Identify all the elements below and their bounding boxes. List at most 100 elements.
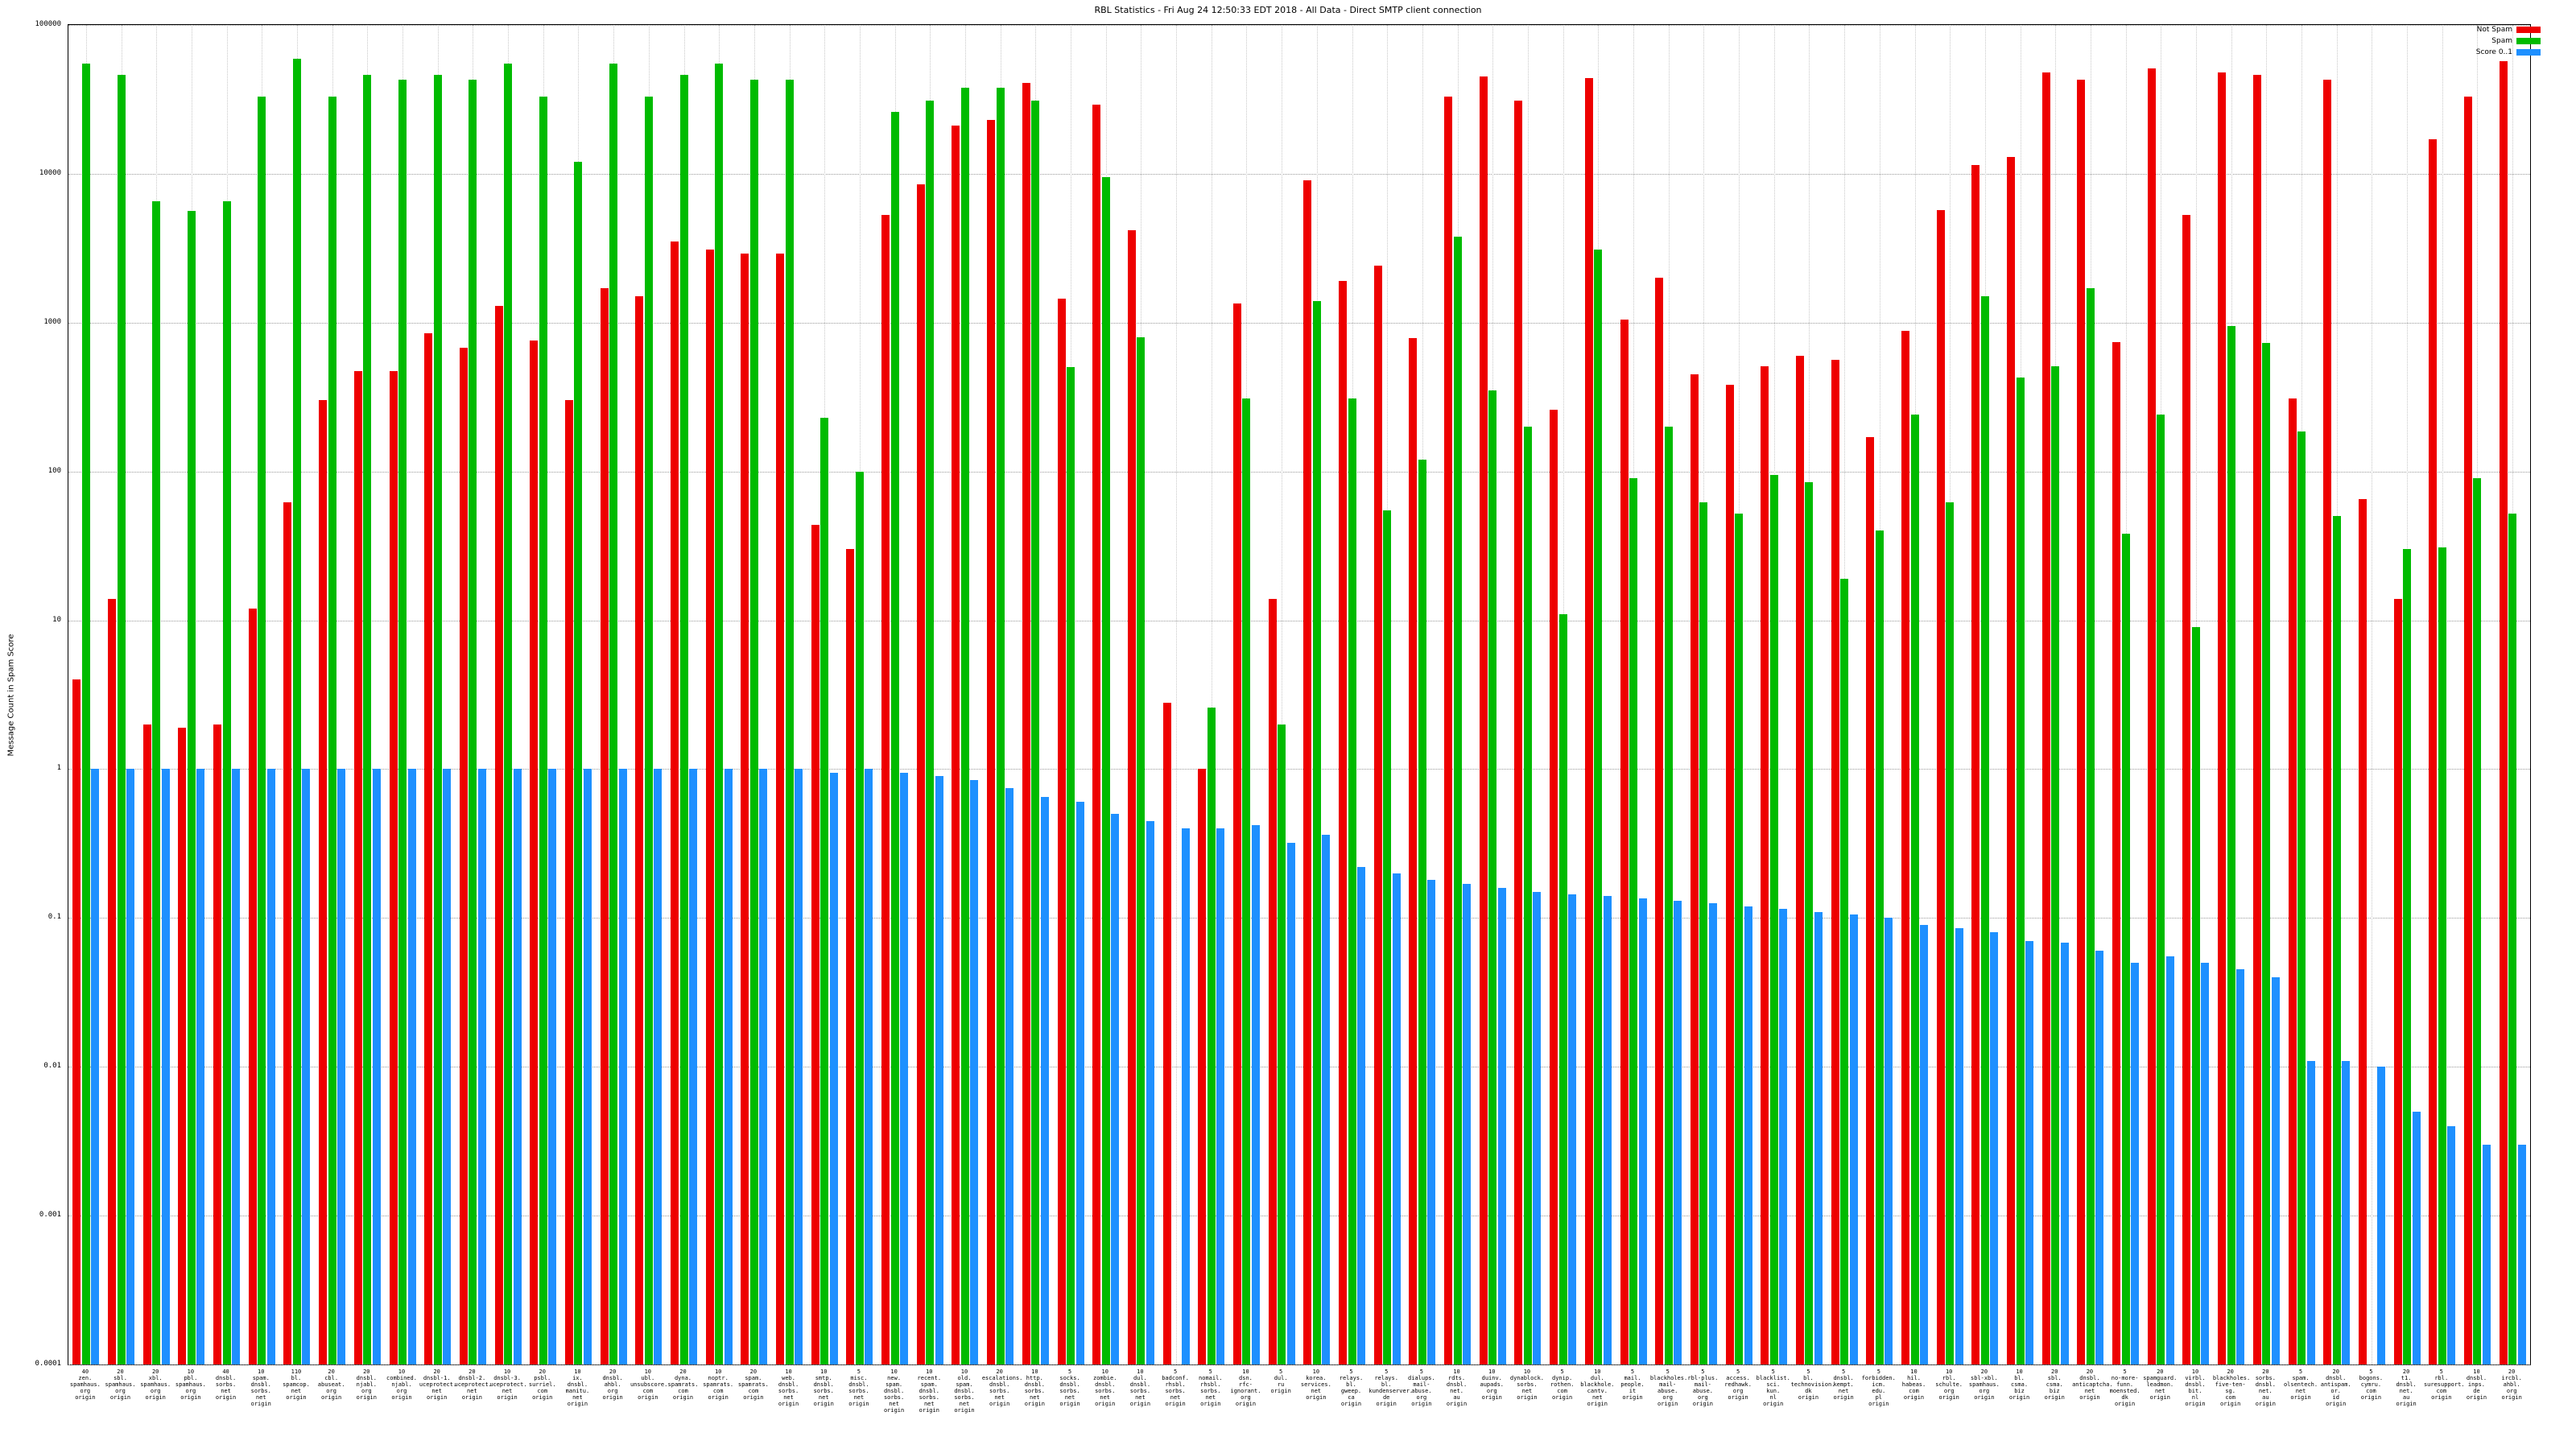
bar-score-0-1: [1463, 883, 1472, 1364]
bar-score-0-1: [91, 769, 100, 1364]
bar-not-spam: [2429, 139, 2438, 1364]
bar-not-spam: [2077, 79, 2086, 1364]
x-category-label: 5 bogons. cymru. com origin: [2359, 1368, 2384, 1401]
x-category-label: 5 bl. technovision. dk origin: [1790, 1368, 1835, 1401]
bar-score-0-1: [1040, 797, 1049, 1364]
bar-score-0-1: [161, 769, 170, 1364]
bar-spam: [1067, 367, 1075, 1364]
not-spam-color-swatch: [2516, 27, 2541, 33]
bar-not-spam: [2499, 61, 2508, 1364]
bar-score-0-1: [1075, 802, 1084, 1364]
x-category-label: 20 cbl. abuseat. org origin: [317, 1368, 345, 1401]
bar-score-0-1: [1849, 914, 1858, 1364]
bar-spam: [1207, 707, 1216, 1364]
bar-score-0-1: [2412, 1111, 2421, 1364]
bar-not-spam: [1232, 303, 1241, 1364]
bar-spam: [1523, 427, 1532, 1364]
bar-spam: [2157, 415, 2165, 1364]
bar-spam: [1946, 502, 1955, 1364]
x-category-label: 10 duinv. aupads. org origin: [1480, 1368, 1505, 1401]
bar-spam: [1137, 336, 1146, 1364]
bar-score-0-1: [1990, 932, 1999, 1364]
bar-spam: [152, 201, 161, 1364]
bar-not-spam: [1409, 337, 1418, 1364]
bar-score-0-1: [795, 769, 803, 1364]
bar-spam: [539, 97, 547, 1364]
bar-score-0-1: [1497, 887, 1506, 1364]
bar-not-spam: [1303, 180, 1312, 1364]
gridline-horizontal: [68, 1364, 2530, 1365]
bar-spam: [1805, 481, 1814, 1364]
bar-score-0-1: [2060, 943, 2069, 1364]
bar-not-spam: [776, 254, 785, 1364]
bar-not-spam: [811, 524, 819, 1364]
x-category-label: 20 escalations. dnsbl. sorbs. net origin: [981, 1368, 1023, 1407]
bar-spam: [1418, 460, 1426, 1364]
bar-score-0-1: [1111, 814, 1120, 1364]
x-category-label: 10 rdts. dnsbl. net. au origin: [1446, 1368, 1468, 1407]
x-category-label: 5 dul. ru origin: [1270, 1368, 1291, 1394]
bar-not-spam: [741, 254, 749, 1364]
x-category-label: 10 http. dnsbl. sorbs. net origin: [1024, 1368, 1045, 1407]
bar-not-spam: [2007, 156, 2016, 1364]
bar-score-0-1: [337, 769, 346, 1364]
legend-item-not-spam: Not Spam: [2476, 26, 2541, 34]
bar-spam: [2121, 534, 2130, 1364]
bar-score-0-1: [2095, 951, 2104, 1364]
bar-not-spam: [108, 598, 117, 1364]
bar-spam: [960, 87, 969, 1364]
bar-score-0-1: [654, 769, 663, 1364]
bar-not-spam: [1057, 298, 1066, 1364]
bar-spam: [1980, 296, 1989, 1364]
bar-spam: [117, 75, 126, 1364]
bar-spam: [2086, 288, 2095, 1364]
bar-not-spam: [2358, 499, 2367, 1364]
bar-score-0-1: [2271, 976, 2280, 1364]
gridline-horizontal: [68, 322, 2530, 324]
x-category-label: 10 recent. spam. dnsbl. sorbs. net origi…: [917, 1368, 942, 1414]
bar-spam: [258, 97, 266, 1364]
y-tick-label: 1000: [43, 317, 61, 326]
x-category-label: 20 dnsbl-1. uceprotect. net origin: [419, 1368, 457, 1401]
bar-spam: [2262, 343, 2271, 1364]
x-category-label: 5 dynip. rothen. com origin: [1550, 1368, 1575, 1401]
bar-spam: [1348, 398, 1356, 1364]
bar-score-0-1: [1955, 928, 1963, 1364]
bar-spam: [609, 64, 618, 1364]
bar-score-0-1: [196, 769, 205, 1364]
bar-not-spam: [283, 502, 292, 1364]
bar-spam: [2473, 478, 2482, 1364]
bar-spam: [2191, 627, 2200, 1364]
bar-not-spam: [2393, 598, 2402, 1364]
x-category-label: 10 smtp. dnsbl. sorbs. net origin: [813, 1368, 834, 1407]
bar-spam: [1242, 398, 1251, 1364]
bar-spam: [292, 59, 301, 1364]
x-category-label: 20 dnsbl-2. uceprotect. net origin: [454, 1368, 492, 1401]
bar-spam: [81, 64, 90, 1364]
bar-spam: [2438, 547, 2446, 1364]
bar-spam: [1875, 530, 1884, 1364]
bar-not-spam: [1162, 702, 1171, 1364]
bar-spam: [1312, 300, 1321, 1364]
legend: Not Spam Spam Score 0..1: [2476, 26, 2541, 56]
bar-score-0-1: [1286, 842, 1295, 1364]
bar-spam: [1453, 236, 1462, 1364]
bar-not-spam: [1971, 164, 1980, 1364]
bar-not-spam: [1514, 101, 1523, 1364]
bar-spam: [1629, 478, 1637, 1364]
bar-not-spam: [1022, 82, 1030, 1364]
x-category-label: 10 old. spam. dnsbl. sorbs. net origin: [954, 1368, 975, 1414]
bar-score-0-1: [266, 769, 275, 1364]
bar-not-spam: [2252, 75, 2261, 1364]
x-category-label: 10 dynablock. sorbs. net origin: [1509, 1368, 1545, 1401]
bar-not-spam: [1444, 97, 1453, 1364]
bar-spam: [504, 64, 513, 1364]
bar-not-spam: [671, 242, 679, 1364]
bar-not-spam: [1831, 360, 1839, 1364]
bar-score-0-1: [1357, 867, 1366, 1364]
bar-score-0-1: [513, 769, 522, 1364]
bar-score-0-1: [2376, 1067, 2385, 1364]
bar-score-0-1: [548, 769, 557, 1364]
bar-score-0-1: [1568, 894, 1577, 1364]
bar-spam: [1031, 101, 1040, 1364]
